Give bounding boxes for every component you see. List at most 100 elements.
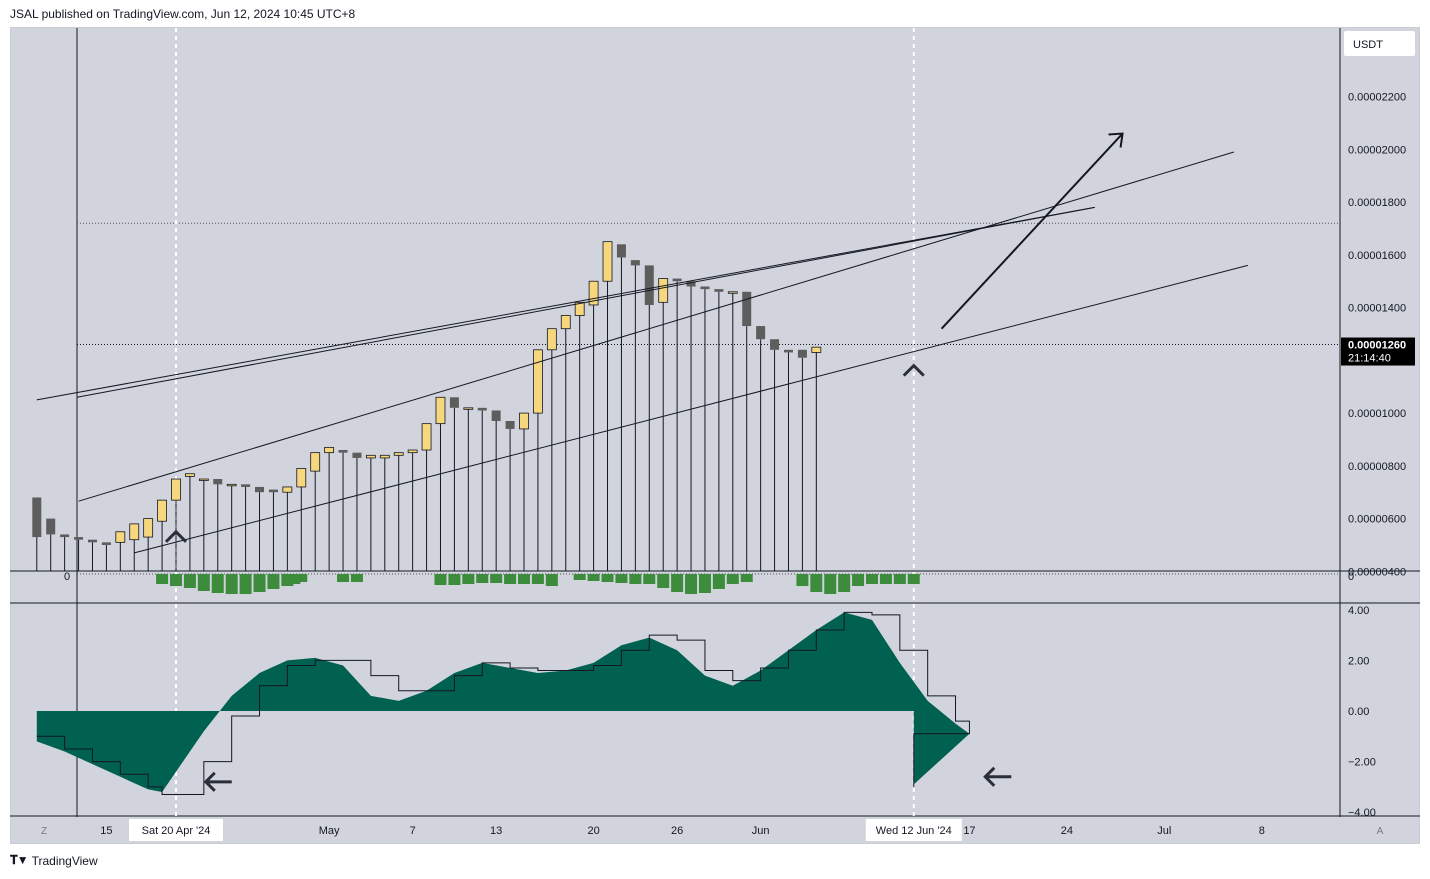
candle	[115, 531, 126, 543]
histogram-bar	[601, 574, 614, 582]
candle	[255, 486, 265, 493]
candle	[101, 542, 111, 545]
candle	[407, 449, 418, 454]
histogram-bar	[643, 574, 656, 584]
histogram-bar	[434, 574, 447, 585]
candle	[742, 291, 752, 327]
histogram-bar	[852, 574, 865, 586]
candle	[616, 244, 626, 258]
candle	[310, 452, 321, 472]
histogram-bar	[866, 574, 878, 584]
candle	[268, 489, 278, 493]
oscillator-signal-line	[36, 611, 970, 795]
candle	[87, 539, 97, 543]
candle	[797, 349, 807, 358]
upper-channel-line	[76, 206, 1095, 398]
oscillator-tick-label: 2.00	[1348, 655, 1369, 667]
price-tick-label: 0.00000800	[1348, 461, 1406, 473]
histogram-bar	[448, 574, 461, 585]
cursor-date-box-right	[865, 819, 962, 841]
candle	[686, 281, 696, 287]
trend-channel-line-1	[36, 206, 1095, 401]
candle	[546, 328, 557, 351]
time-tick-label: 20	[587, 825, 599, 837]
oscillator-tick-label: 0.00	[1348, 706, 1369, 718]
histogram-bar	[838, 574, 851, 592]
histogram-bar	[211, 574, 224, 593]
left-arrow-icon	[203, 771, 232, 792]
time-axis-bg	[11, 817, 1419, 843]
histogram-bar	[253, 574, 266, 592]
candle	[198, 478, 209, 481]
price-tick-label: 0.00000400	[1348, 566, 1406, 578]
candle	[338, 450, 348, 453]
candle	[630, 260, 640, 266]
target-arrow-shaft	[940, 132, 1124, 330]
cursor-date-box-left	[129, 819, 223, 841]
candle	[700, 286, 710, 290]
candle	[143, 518, 154, 538]
candle	[171, 478, 181, 501]
candle	[296, 468, 307, 488]
histogram-bar	[726, 574, 739, 584]
candle	[463, 407, 474, 410]
histogram-bar	[698, 574, 711, 593]
histogram-bar	[796, 574, 809, 586]
cursor-date-right: Wed 12 Jun '24	[876, 825, 952, 837]
time-tick-label: Jun	[752, 825, 770, 837]
candle	[157, 499, 167, 522]
up-chevron-icon	[902, 363, 925, 377]
candle	[783, 349, 793, 353]
countdown-label: 21:14:40	[1348, 353, 1391, 365]
currency-label: USDT	[1353, 39, 1383, 51]
histogram-bar	[504, 574, 517, 584]
histogram-bar	[573, 574, 586, 580]
time-tick-label: 7	[410, 825, 416, 837]
trend-channel-line-2	[134, 264, 1248, 554]
histogram-bar	[490, 574, 503, 583]
target-arrow-head	[1108, 132, 1124, 148]
candle	[560, 315, 571, 330]
histogram-bar	[824, 574, 837, 594]
histogram-bar	[587, 574, 600, 581]
candle	[393, 452, 404, 456]
candle	[129, 523, 140, 541]
published-header: JSAL published on TradingView.com, Jun 1…	[10, 7, 356, 21]
histogram-bar	[657, 574, 670, 588]
candle	[491, 410, 501, 422]
auto-scale-button[interactable]: A	[1377, 826, 1384, 837]
price-tick-label: 0.00002000	[1348, 144, 1406, 156]
candle	[352, 452, 362, 458]
candle	[811, 346, 822, 353]
oscillator-tick-label: −4.00	[1348, 807, 1376, 819]
histogram-bar	[267, 574, 280, 589]
histogram-bar	[288, 574, 301, 584]
zero-label-left: 0	[64, 571, 70, 583]
candle	[185, 473, 195, 477]
time-tick-label: 8	[1259, 825, 1265, 837]
candle	[435, 396, 446, 425]
candle	[282, 486, 293, 493]
candle	[533, 349, 543, 414]
candle	[714, 289, 724, 292]
candle	[672, 278, 682, 282]
candle	[213, 479, 223, 485]
candle	[32, 497, 42, 538]
candle	[379, 454, 390, 459]
histogram-bar	[893, 574, 906, 584]
histogram-bar	[615, 574, 628, 583]
oscillator-tick-label: 4.00	[1348, 605, 1369, 617]
left-arrow-icon	[983, 766, 1012, 787]
histogram-bar	[629, 574, 642, 584]
scale-left-button[interactable]: Z	[41, 826, 47, 837]
time-tick-label: 13	[490, 825, 502, 837]
candle	[644, 265, 654, 305]
candle	[727, 291, 738, 294]
histogram-bar	[295, 574, 308, 582]
currency-box	[1344, 31, 1415, 56]
candle	[658, 278, 669, 303]
candle	[770, 339, 780, 350]
candle	[421, 423, 432, 451]
price-tick-label: 0.00001000	[1348, 408, 1406, 420]
